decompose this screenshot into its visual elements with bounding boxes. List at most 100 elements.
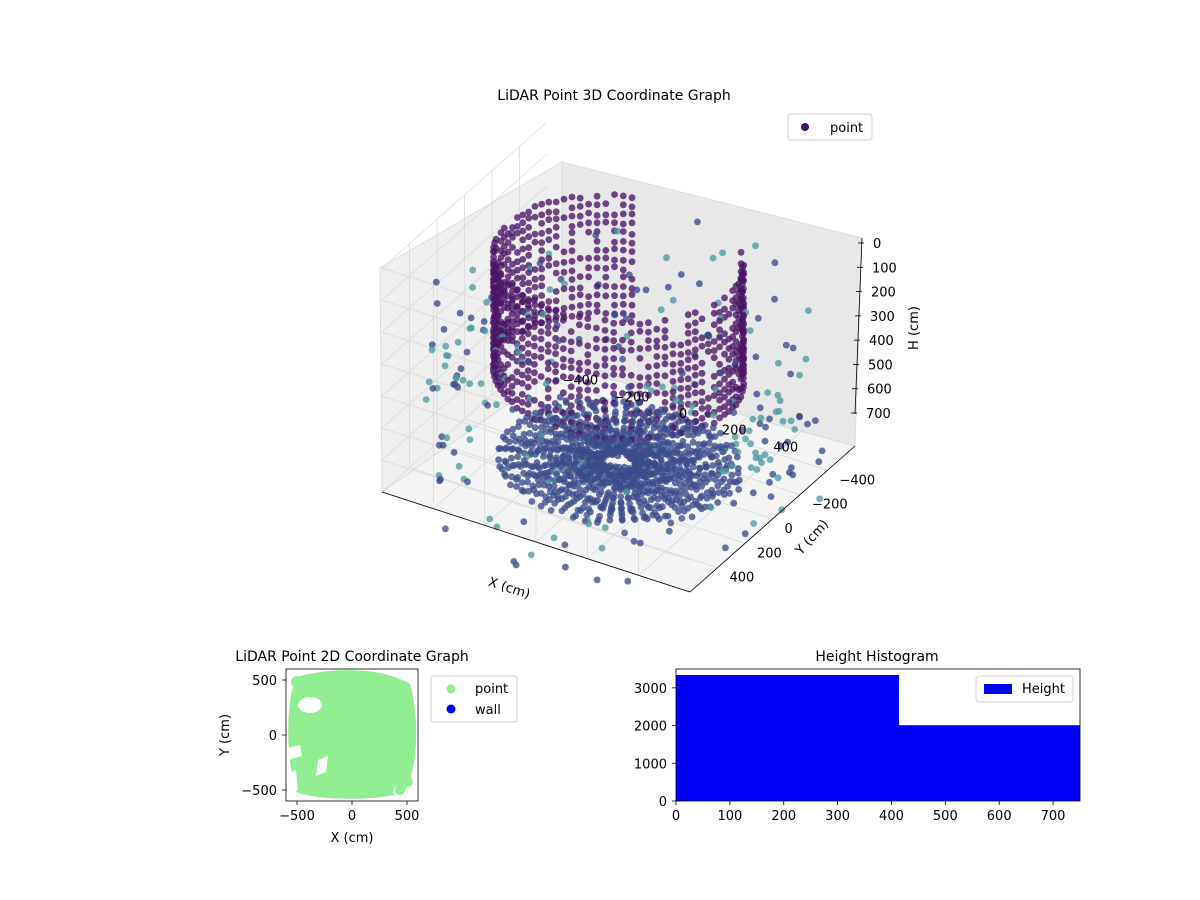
point-3d	[631, 516, 639, 523]
point-3d	[504, 428, 511, 436]
point-3d	[519, 227, 527, 235]
point-3d	[611, 485, 619, 493]
point-3d	[469, 284, 476, 291]
gap-2d	[316, 756, 328, 776]
point-3d	[698, 369, 706, 377]
point-3d	[563, 435, 571, 443]
point-3d	[567, 328, 575, 335]
point-3d	[593, 301, 601, 309]
point-3d	[508, 398, 516, 406]
point-3d	[698, 414, 706, 422]
point-3d	[710, 338, 718, 345]
point-3d	[694, 218, 701, 226]
point-3d	[716, 396, 723, 404]
point-3d	[553, 446, 561, 454]
point-3d	[730, 499, 738, 507]
point-3d	[747, 464, 755, 471]
point-3d	[761, 437, 769, 445]
point-3d	[538, 424, 545, 431]
point-3d	[518, 380, 526, 387]
point-3d	[677, 360, 685, 367]
legend-3d: point	[787, 113, 873, 141]
point-3d	[738, 426, 746, 434]
point-3d	[698, 359, 706, 367]
point-3d	[537, 302, 545, 310]
point-3d	[518, 407, 526, 415]
point-3d	[593, 264, 601, 272]
point-3d	[514, 328, 521, 336]
point-3d	[611, 292, 618, 299]
point-3d	[774, 474, 782, 482]
point-3d	[601, 524, 609, 532]
point-3d	[585, 209, 592, 217]
point-3d	[752, 449, 759, 457]
point-3d	[593, 282, 601, 290]
point-3d	[647, 504, 654, 512]
point-3d	[664, 440, 672, 447]
point-3d	[669, 378, 677, 385]
y-tick-label-2d: −500	[241, 784, 277, 799]
point-3d	[618, 516, 626, 524]
point-3d	[537, 353, 545, 361]
point-3d	[535, 481, 543, 489]
point-3d	[584, 386, 592, 394]
grid-line	[381, 217, 548, 365]
point-3d	[519, 256, 527, 263]
point-3d	[602, 254, 610, 262]
chart-3d-title: LiDAR Point 3D Coordinate Graph	[497, 88, 730, 104]
point-3d	[630, 412, 638, 420]
point-3d	[551, 477, 559, 484]
point-3d	[611, 238, 618, 246]
point-3d	[519, 274, 527, 282]
point-3d	[709, 445, 717, 453]
point-3d	[436, 477, 443, 485]
point-3d	[531, 378, 538, 385]
point-3d	[677, 481, 684, 489]
point-3d	[585, 219, 592, 227]
point-3d	[567, 373, 575, 381]
point-3d	[691, 353, 699, 361]
point-3d	[709, 424, 717, 432]
point-3d	[576, 359, 583, 367]
point-3d	[698, 405, 706, 412]
point-3d	[645, 328, 652, 336]
gap-2d	[298, 697, 322, 713]
point-3d	[710, 309, 718, 317]
point-3d	[509, 287, 516, 295]
point-3d	[661, 334, 669, 342]
point-3d	[684, 339, 692, 347]
point-3d	[611, 401, 619, 408]
point-3d	[691, 319, 699, 327]
point-3d	[662, 478, 670, 485]
point-3d	[596, 491, 603, 498]
point-3d	[552, 316, 559, 324]
point-3d	[698, 315, 706, 323]
point-3d	[560, 268, 568, 276]
point-3d	[606, 479, 614, 487]
y-tick-label-histogram: 1000	[634, 757, 667, 772]
point-3d	[617, 493, 625, 500]
y-tick-label-3d: −400	[840, 473, 876, 488]
point-3d	[645, 374, 652, 381]
x-tick-label-histogram: 200	[771, 809, 796, 824]
point-3d	[704, 348, 712, 355]
point-3d	[576, 284, 584, 292]
point-3d	[669, 361, 677, 368]
point-3d	[691, 381, 699, 389]
point-3d	[509, 224, 516, 231]
point-3d	[576, 255, 584, 262]
point-3d	[782, 341, 790, 349]
x-tick-label-histogram: 500	[933, 809, 958, 824]
point-3d	[716, 414, 723, 422]
grid-line	[436, 442, 746, 544]
point-3d	[661, 327, 669, 335]
point-3d	[552, 288, 560, 295]
point-3d	[601, 361, 609, 369]
point-3d	[716, 380, 723, 388]
point-3d	[537, 335, 545, 343]
point-3d	[653, 389, 661, 397]
point-3d	[702, 463, 710, 471]
y-axis-label-2d: Y (cm)	[218, 714, 233, 757]
point-3d	[752, 242, 759, 250]
point-3d	[567, 393, 575, 400]
